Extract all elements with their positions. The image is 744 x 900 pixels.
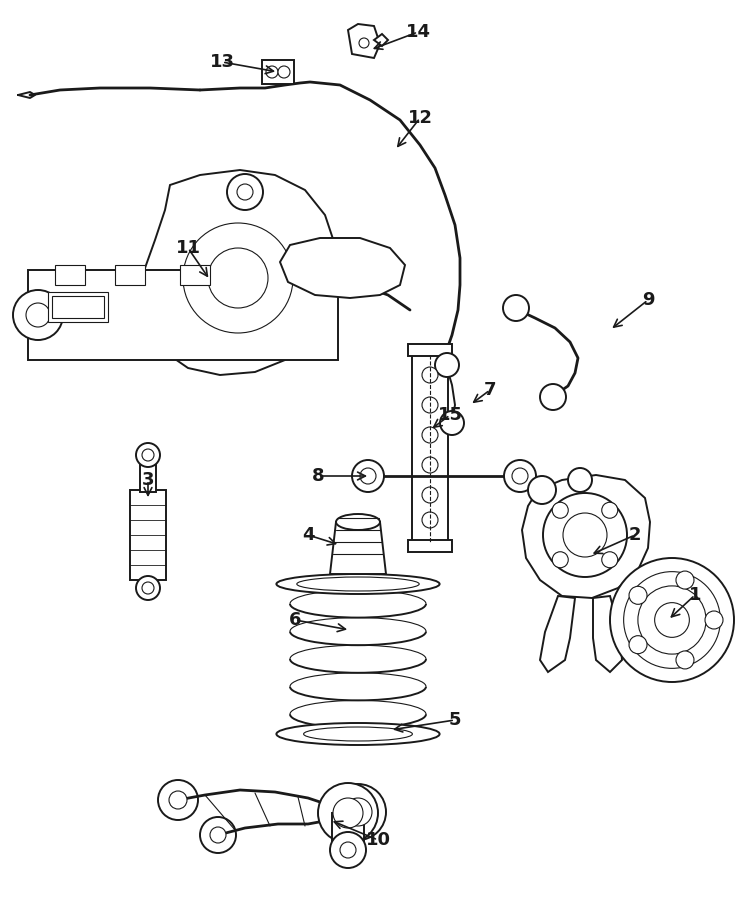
Polygon shape [142, 170, 335, 375]
Text: 11: 11 [176, 239, 200, 257]
Polygon shape [593, 596, 622, 672]
Circle shape [540, 384, 566, 410]
FancyBboxPatch shape [180, 265, 210, 285]
Circle shape [169, 791, 187, 809]
FancyBboxPatch shape [48, 292, 108, 322]
Circle shape [676, 572, 694, 590]
Circle shape [503, 295, 529, 321]
Circle shape [602, 502, 618, 518]
Ellipse shape [277, 574, 440, 594]
FancyBboxPatch shape [262, 60, 294, 84]
Text: 8: 8 [312, 467, 324, 485]
Circle shape [142, 582, 154, 594]
Circle shape [552, 552, 568, 568]
Circle shape [629, 586, 647, 604]
Circle shape [528, 476, 556, 504]
Circle shape [422, 487, 438, 503]
Circle shape [563, 513, 607, 557]
Circle shape [422, 427, 438, 443]
Circle shape [512, 468, 528, 484]
Circle shape [543, 493, 627, 577]
Circle shape [638, 586, 706, 654]
Text: 10: 10 [365, 831, 391, 849]
Circle shape [360, 468, 376, 484]
FancyBboxPatch shape [115, 265, 145, 285]
Ellipse shape [304, 727, 412, 741]
Circle shape [344, 798, 372, 826]
Circle shape [655, 603, 690, 637]
Circle shape [333, 798, 363, 828]
Text: 7: 7 [484, 381, 496, 399]
Circle shape [200, 817, 236, 853]
Circle shape [340, 842, 356, 858]
Circle shape [278, 66, 290, 78]
FancyBboxPatch shape [52, 296, 104, 318]
Text: 5: 5 [449, 711, 461, 729]
Text: 3: 3 [142, 471, 154, 489]
Circle shape [435, 353, 459, 377]
Circle shape [440, 411, 464, 435]
Circle shape [676, 651, 694, 669]
Text: 15: 15 [437, 406, 463, 424]
Text: 2: 2 [629, 526, 641, 544]
Text: 1: 1 [689, 586, 702, 604]
FancyBboxPatch shape [412, 350, 448, 545]
Ellipse shape [336, 514, 380, 530]
Circle shape [422, 457, 438, 473]
Circle shape [352, 460, 384, 492]
Circle shape [504, 460, 536, 492]
Ellipse shape [297, 577, 419, 591]
Circle shape [26, 303, 50, 327]
Text: 12: 12 [408, 109, 432, 127]
Circle shape [422, 512, 438, 528]
Circle shape [227, 174, 263, 210]
FancyBboxPatch shape [140, 462, 156, 492]
Circle shape [136, 443, 160, 467]
Circle shape [623, 572, 720, 669]
Polygon shape [280, 238, 405, 298]
Text: 6: 6 [289, 611, 301, 629]
Circle shape [568, 468, 592, 492]
Circle shape [602, 552, 618, 568]
Circle shape [142, 449, 154, 461]
Circle shape [158, 780, 198, 820]
Text: 13: 13 [210, 53, 234, 71]
Circle shape [266, 66, 278, 78]
Circle shape [13, 290, 63, 340]
Circle shape [422, 397, 438, 413]
Circle shape [136, 576, 160, 600]
Text: 9: 9 [642, 291, 654, 309]
Polygon shape [330, 522, 386, 574]
Circle shape [610, 558, 734, 682]
Polygon shape [348, 24, 380, 58]
Circle shape [330, 784, 386, 840]
Circle shape [183, 223, 293, 333]
FancyBboxPatch shape [55, 265, 85, 285]
Polygon shape [540, 596, 575, 672]
Circle shape [359, 38, 369, 48]
Polygon shape [522, 475, 650, 598]
Circle shape [552, 502, 568, 518]
Text: 4: 4 [302, 526, 314, 544]
Circle shape [318, 783, 378, 843]
FancyBboxPatch shape [332, 813, 364, 851]
Circle shape [208, 248, 268, 308]
Circle shape [330, 832, 366, 868]
Text: 14: 14 [405, 23, 431, 41]
FancyBboxPatch shape [408, 344, 452, 356]
FancyBboxPatch shape [408, 540, 452, 552]
Ellipse shape [277, 723, 440, 745]
Circle shape [210, 827, 226, 843]
Polygon shape [374, 34, 388, 46]
Circle shape [629, 635, 647, 653]
FancyBboxPatch shape [130, 490, 166, 580]
Circle shape [705, 611, 723, 629]
FancyBboxPatch shape [28, 270, 338, 360]
Circle shape [422, 367, 438, 383]
Circle shape [237, 184, 253, 200]
